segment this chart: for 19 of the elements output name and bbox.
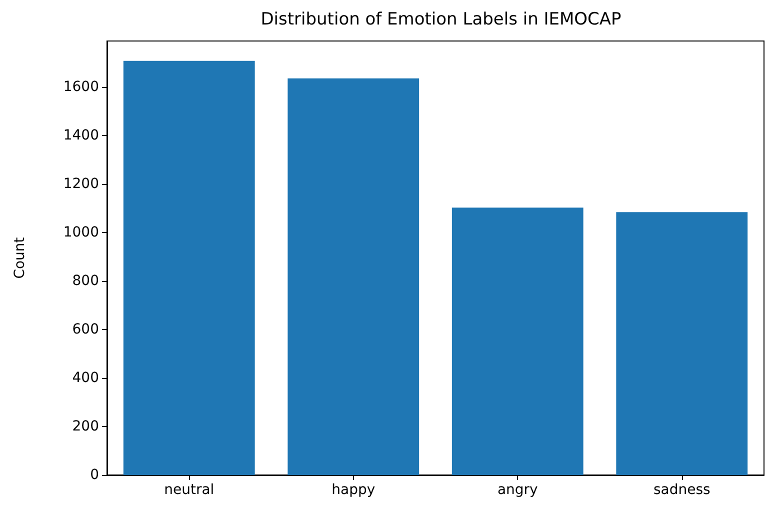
y-tick-label: 800 (72, 273, 99, 290)
y-tick-label: 400 (72, 370, 99, 386)
y-tick-label: 1600 (63, 79, 99, 96)
bar (616, 212, 748, 475)
y-tick-label: 1000 (63, 224, 99, 241)
x-tick-label: neutral (164, 482, 214, 498)
y-tick-label: 1200 (63, 176, 99, 192)
y-tick-label: 600 (72, 322, 99, 338)
bar (123, 60, 255, 475)
x-tick-label: angry (497, 482, 538, 498)
y-tick-label: 200 (72, 418, 99, 435)
x-tick-label: happy (332, 482, 376, 498)
bar (288, 78, 420, 475)
y-tick-label: 0 (90, 467, 99, 483)
x-tick-label: sadness (653, 482, 710, 498)
chart-title: Distribution of Emotion Labels in IEMOCAP (260, 10, 622, 30)
y-axis-title: Count (12, 236, 28, 279)
y-tick-label: 1400 (63, 128, 99, 144)
bar (452, 208, 584, 475)
